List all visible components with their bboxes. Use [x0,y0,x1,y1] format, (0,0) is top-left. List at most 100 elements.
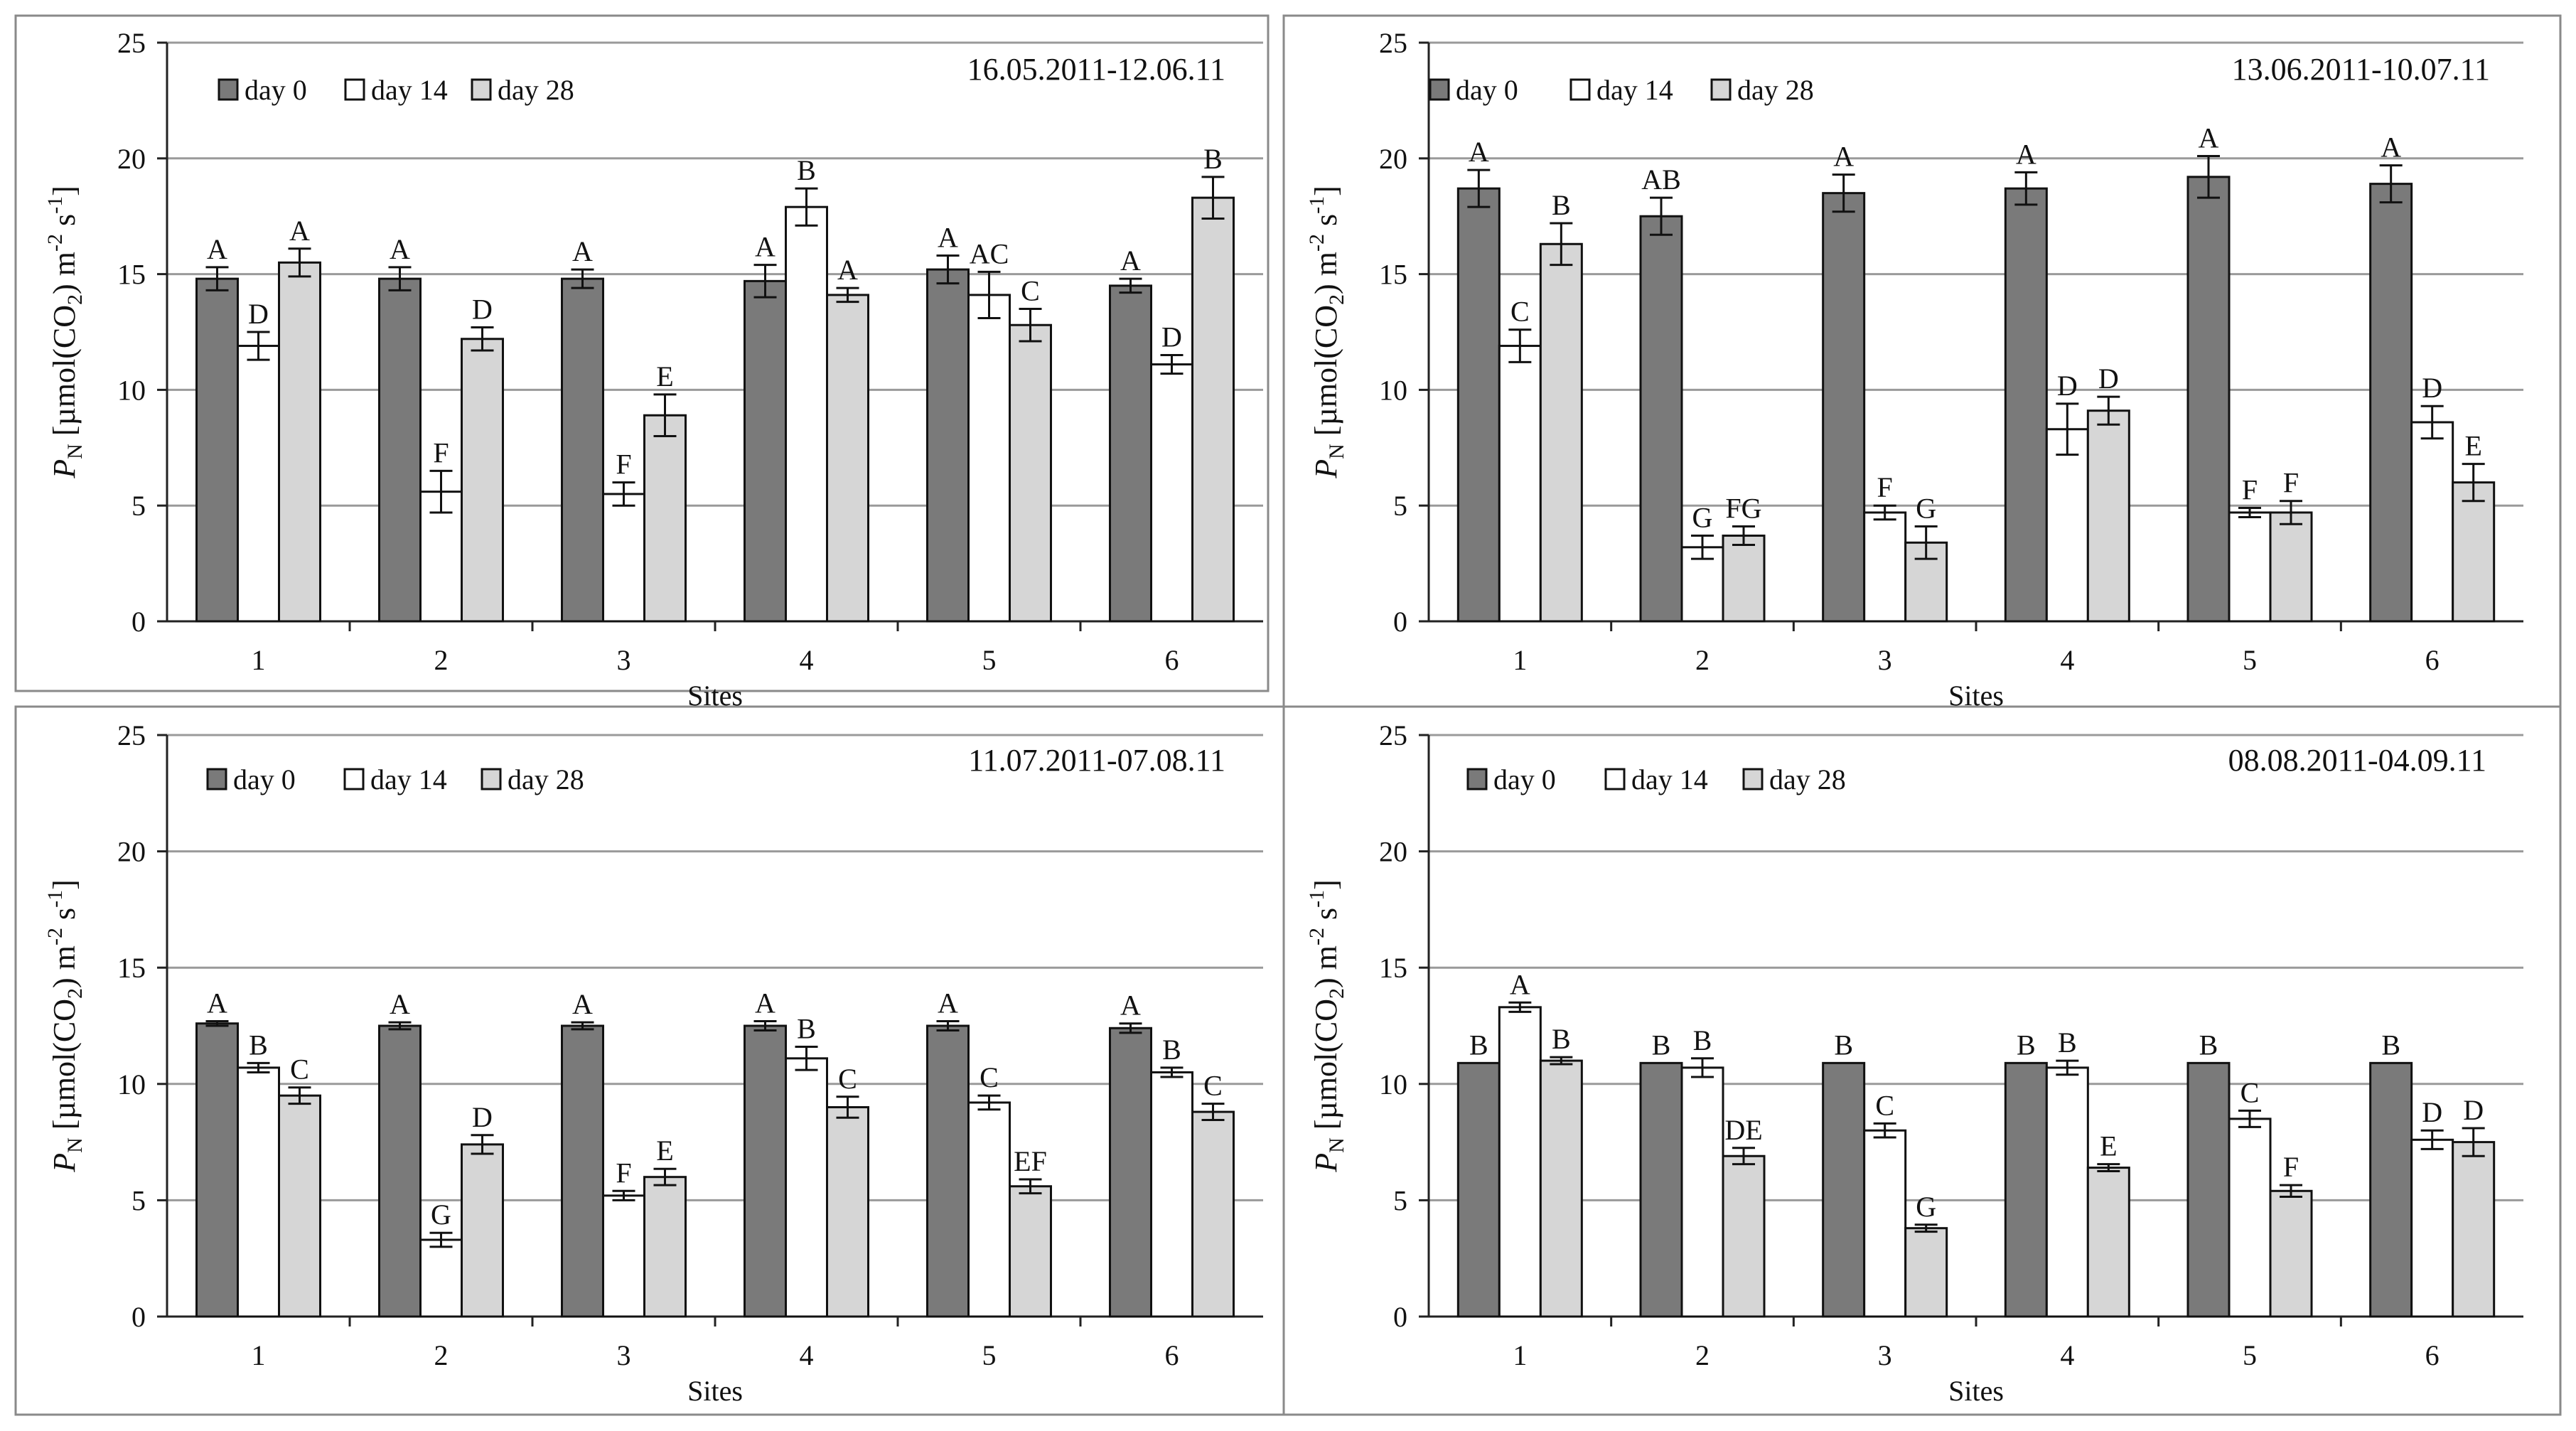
y-axis-label-unit: 2 [1325,294,1348,305]
bar [1680,1066,1724,1318]
bar [785,205,828,623]
y-tick-label: 20 [1379,143,1407,175]
y-axis-label-symbol: P [1309,459,1343,479]
bar [744,279,787,623]
bar [2086,1167,2130,1318]
y-axis-label-unit: ) m [1309,945,1343,988]
bar [1109,1027,1152,1318]
legend-swatch [344,78,365,101]
bar [2228,1118,2272,1318]
significance-letter: B [1652,1029,1671,1061]
bar [785,1057,828,1318]
bar [1009,1185,1052,1318]
bar [2045,1066,2089,1318]
significance-letter: F [616,449,631,481]
y-axis-label-unit: s [1309,214,1343,234]
significance-letter: A [1833,141,1854,173]
bar [2369,1061,2413,1318]
bar [1191,1110,1235,1318]
x-tick-label: 5 [2243,644,2257,676]
legend-swatch [1604,768,1626,790]
legend-label: day 0 [1493,763,1556,795]
bar [1822,192,1866,623]
y-axis-label-unit: [µmol(CO [47,305,82,444]
period-label: 13.06.2011-10.07.11 [2232,52,2490,87]
legend-label: day 14 [371,74,448,106]
significance-letter: D [2422,1096,2442,1128]
significance-letter: F [2242,473,2258,505]
bar [1109,284,1152,623]
significance-letter: E [2100,1130,2117,1162]
y-axis-label-symbol: P [1309,1153,1343,1173]
bar [602,1194,645,1318]
y-tick-label: 10 [117,374,146,406]
significance-letter: B [2381,1029,2400,1061]
y-tick-label: 10 [1379,1068,1407,1100]
significance-letter: B [797,154,816,186]
y-axis-label-unit: s [47,214,82,234]
bar [1722,1154,1766,1318]
bar [744,1024,787,1318]
legend-label: day 14 [1596,74,1673,106]
y-tick-label: 10 [117,1068,146,1100]
bar [237,1066,280,1318]
x-tick-label: 4 [800,1339,814,1371]
bar [2004,1061,2048,1318]
y-axis-label-subscript: N [63,1137,87,1153]
significance-letter: D [472,293,493,325]
y-axis-label-unit: s [1309,908,1343,928]
bar [1150,1071,1193,1318]
x-tick-label: 3 [1878,1339,1892,1371]
legend-label: day 14 [370,763,447,795]
y-axis-label-subscript: N [1325,1137,1348,1153]
bar [1863,1129,1907,1318]
significance-letter: A [390,233,410,265]
y-tick-label: 5 [1393,1184,1407,1216]
bar [967,1101,1011,1318]
bar [461,338,504,623]
x-axis-label: Sites [687,680,743,712]
legend: day 0 day 14 day 28 [1466,763,1846,795]
chart-panel-1: 0 5 10 15 20 25 1 A D A 2 A F D 3 A F E 4 A B A 5 A AC C 6 A D B Sites… [43,27,1263,712]
significance-letter: F [616,1157,631,1189]
significance-letter: F [433,436,449,468]
bar [2045,428,2089,623]
bar [1539,242,1583,623]
bar [461,1143,504,1318]
x-tick-label: 4 [2060,1339,2074,1371]
significance-letter: A [572,988,593,1020]
y-tick-label: 20 [1379,836,1407,868]
period-label: 16.05.2011-12.06.11 [967,52,1225,87]
significance-letter: G [1692,502,1713,534]
significance-letter: E [656,360,673,392]
significance-letter: C [290,1054,309,1086]
legend: day 0 day 14 day 28 [206,763,584,795]
y-axis-label-unit: -1 [1305,196,1329,214]
x-tick-label: 1 [252,644,266,676]
x-tick-label: 2 [1695,644,1710,676]
y-tick-label: 0 [1393,606,1407,638]
significance-letter: D [248,298,269,330]
y-axis-label-unit: -2 [43,928,67,945]
y-tick-label: 5 [132,490,146,522]
bar [826,1106,869,1318]
x-tick-label: 5 [982,644,997,676]
bar [926,268,970,623]
y-tick-label: 0 [1393,1301,1407,1333]
x-tick-label: 6 [1165,1339,1179,1371]
legend: day 0 day 14 day 28 [218,74,574,106]
bar [2410,1138,2454,1318]
x-tick-label: 6 [2425,644,2440,676]
significance-letter: A [572,235,593,267]
bar [2004,187,2048,623]
x-tick-label: 3 [1878,644,1892,676]
y-tick-label: 0 [132,606,146,638]
legend-label: day 0 [245,74,307,106]
y-axis-label: PN [µmol(CO2) m-2 s-1] [1305,879,1348,1172]
bar [643,1176,687,1318]
significance-letter: FG [1725,493,1761,525]
y-axis-label-unit: [µmol(CO [47,999,82,1137]
significance-letter: C [1875,1089,1894,1121]
legend-label: day 28 [498,74,574,106]
